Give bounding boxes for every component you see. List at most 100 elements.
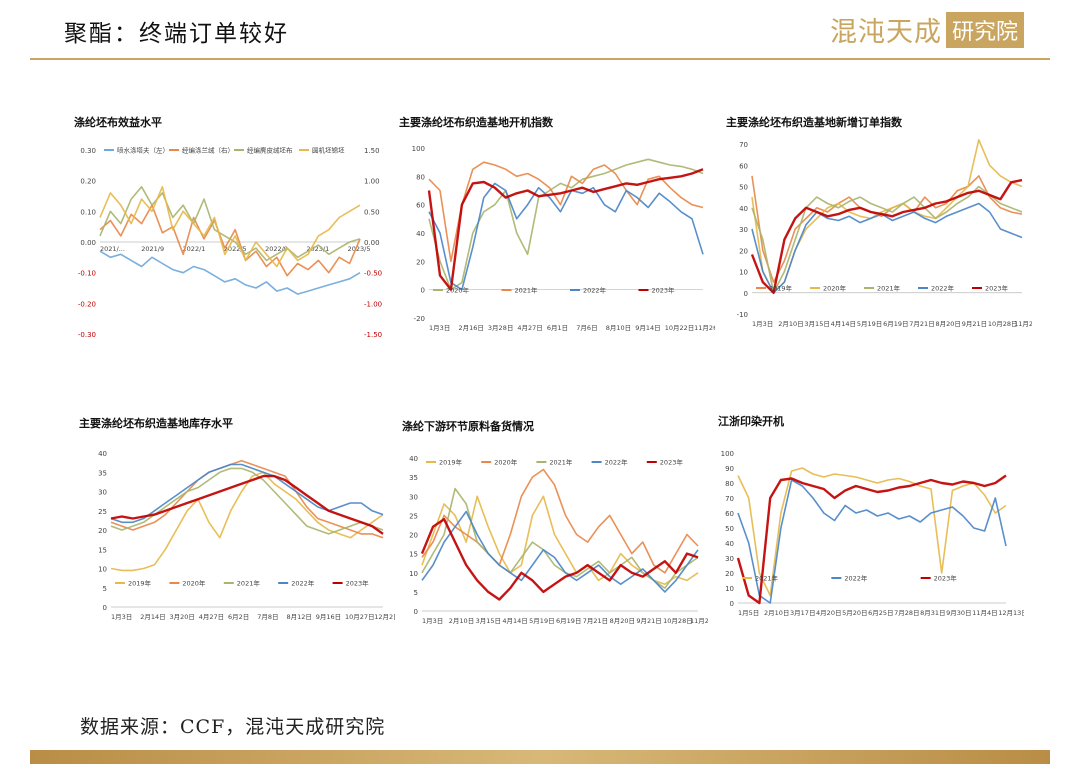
legend-label-5: 2023年 [985, 284, 1009, 293]
page-title: 聚酯：终端订单较好 [64, 21, 289, 47]
legend-label-2: 2020年 [494, 458, 518, 467]
y-tick-label: 50 [725, 525, 734, 533]
y-tick-label: -0.20 [78, 300, 96, 308]
series-line-1 [421, 495, 699, 585]
chart-title: 主要涤纶坯布织造基地新增订单指数 [726, 115, 903, 129]
legend-label-1: 2019年 [769, 284, 793, 293]
y-tick-label: 0.20 [80, 178, 96, 186]
y-tick-label: 90 [725, 465, 734, 473]
x-tick-label: 9月21日 [962, 320, 987, 328]
series-line-3 [751, 185, 1023, 294]
chart-panel-4: 主要涤纶坯布织造基地库存水平 0 5 10 15 20 25 30 35 40 1月3日 2月14日 3… [75, 413, 395, 633]
y-tick-label: 35 [409, 474, 418, 482]
legend-label-2: 2022年 [844, 574, 868, 583]
x-tick-label: 2月16日 [458, 324, 483, 332]
y-tick-label: 25 [98, 508, 107, 516]
x-tick-label: 2021/... [100, 245, 125, 253]
y-tick-label: 70 [739, 141, 748, 149]
x-tick-label: 12月13日 [998, 609, 1024, 617]
y-tick-label: 0 [414, 608, 418, 616]
chart-title: 主要涤纶坯布织造基地库存水平 [79, 416, 233, 430]
series-line-1 [110, 471, 384, 572]
x-tick-label: 5月19日 [857, 320, 882, 328]
x-tick-label: 2023/5 [348, 245, 371, 253]
legend-label-4: 2023年 [652, 286, 676, 295]
series-line-4 [427, 168, 704, 291]
y2-tick-label: -1.50 [364, 331, 382, 339]
x-tick-label: 2月10日 [449, 617, 474, 625]
series-line-5 [420, 517, 699, 601]
x-tick-label: 3月28日 [488, 324, 513, 332]
x-tick-label: 7月21日 [909, 320, 934, 328]
y-tick-label: 80 [725, 480, 734, 488]
y-tick-label: 30 [739, 226, 748, 234]
x-tick-label: 3月15日 [804, 320, 829, 328]
x-tick-label: 2月14日 [140, 613, 165, 621]
y2-tick-label: 1.50 [364, 147, 380, 155]
logo-box-text: 研究院 [945, 11, 1024, 48]
y-tick-label: -0.10 [78, 270, 96, 278]
y-tick-label: 10 [725, 585, 734, 593]
y-tick-label: 60 [739, 162, 748, 170]
y-tick-label: 30 [98, 489, 107, 497]
legend-label-1: 2019年 [439, 458, 463, 467]
y-tick-label: 0.30 [80, 147, 96, 155]
legend-label-4: 2022年 [291, 579, 315, 588]
legend-label-3: 2021年 [549, 458, 573, 467]
legend-label-3: 2023年 [934, 574, 958, 583]
legend-label-3: 经编麂皮绒坯布 [247, 146, 293, 155]
y-tick-label: 10 [409, 570, 418, 578]
y-tick-label: 70 [725, 495, 734, 503]
series-line-1 [737, 467, 1007, 597]
x-tick-label: 4月14日 [831, 320, 856, 328]
x-tick-label: 5月20日 [842, 609, 867, 617]
y-tick-label: 5 [103, 585, 107, 593]
series-line-1 [99, 250, 361, 295]
series-line-1 [751, 175, 1023, 283]
x-tick-label: 4月27日 [517, 324, 542, 332]
series-line-3 [736, 474, 1007, 605]
x-tick-label: 2月10日 [778, 320, 803, 328]
x-tick-label: 1月3日 [429, 324, 450, 332]
x-tick-label: 2022/1 [183, 245, 206, 253]
series-line-5 [750, 178, 1023, 295]
x-tick-label: 2021/9 [141, 245, 164, 253]
x-tick-label: 12月2日 [374, 613, 395, 621]
x-tick-label: 9月21日 [636, 617, 661, 625]
legend-label-2: 2020年 [823, 284, 847, 293]
x-tick-label: 4月27日 [199, 613, 224, 621]
x-tick-label: 2月10日 [764, 609, 789, 617]
y-tick-label: 35 [98, 469, 107, 477]
x-tick-label: 7月28日 [894, 609, 919, 617]
y-tick-label: 40 [98, 450, 107, 458]
chart-title: 主要涤纶坯布织造基地开机指数 [399, 115, 554, 129]
legend-label-2: 2021年 [515, 286, 539, 295]
x-tick-label: 11月4日 [972, 609, 997, 617]
legend-label-5: 2023年 [346, 579, 370, 588]
chart-c2: 主要涤纶坯布织造基地开机指数 -20 0 20 40 60 80 100 1月3日 2月16日 3月… [399, 115, 715, 332]
y-tick-label: 20 [725, 570, 734, 578]
x-tick-label: 6月19日 [556, 617, 581, 625]
y-tick-label: 80 [416, 173, 425, 181]
legend-label-1: 2019年 [128, 579, 152, 588]
y-tick-label: 40 [409, 455, 418, 463]
y-tick-label: 40 [725, 540, 734, 548]
x-tick-label: 10月22日 [665, 324, 695, 332]
chart-panel-3: 主要涤纶坯布织造基地新增订单指数 -10 0 10 20 30 40 50 60 70 1月3日 2月… [722, 112, 1032, 352]
legend-label-3: 2022年 [583, 286, 607, 295]
y-tick-label: 0.00 [80, 239, 96, 247]
y2-tick-label: -1.00 [364, 300, 382, 308]
chart-c3: 主要涤纶坯布织造基地新增订单指数 -10 0 10 20 30 40 50 60 70 1月3日 2月… [726, 115, 1032, 328]
y-tick-label: 15 [409, 551, 418, 559]
series-line-4 [751, 202, 1023, 294]
brand-logo: 混沌天成 研究院 [830, 10, 1024, 49]
chart-panel-6: 江浙印染开机 0 10 20 30 40 50 60 70 80 90 100 1月5日 2月10日 3月1… [714, 413, 1024, 623]
x-tick-label: 10月27日 [345, 613, 375, 621]
x-tick-label: 6月2日 [228, 613, 249, 621]
x-tick-label: 2023/1 [306, 245, 329, 253]
x-tick-label: 9月14日 [635, 324, 660, 332]
chart-panel-2: 主要涤纶坯布织造基地开机指数 -20 0 20 40 60 80 100 1月3日 2月16日 3月… [395, 112, 715, 352]
chart-title: 涤纶坯布效益水平 [74, 115, 162, 129]
legend-label-2: 经编涤兰绒（右） [182, 146, 234, 155]
legend-label-5: 2023年 [660, 458, 684, 467]
